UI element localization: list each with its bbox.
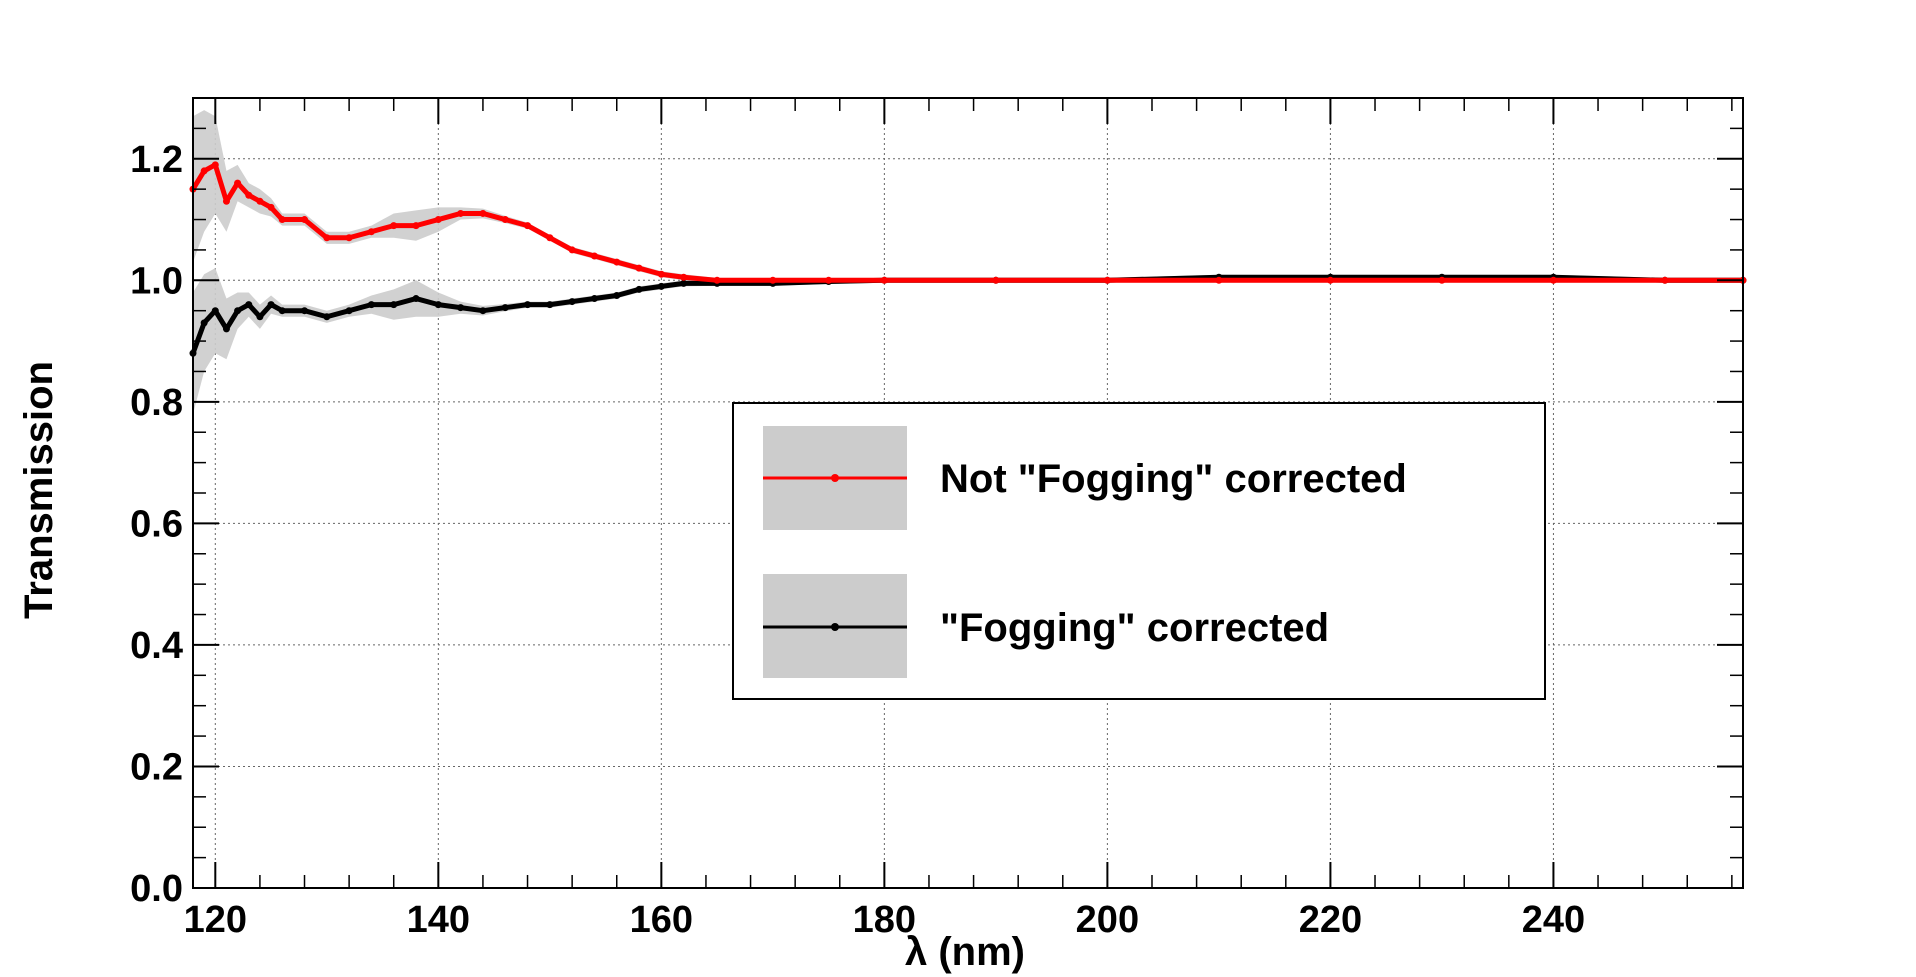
point-series-0 (1549, 276, 1557, 284)
legend-label-corrected: "Fogging" corrected (940, 606, 1329, 650)
tick-labels: 120 140 160 180 200 220 240 0.0 0.2 0.4 0.6 0.8 1.0 1… (130, 139, 1585, 941)
point-series-0 (367, 228, 375, 236)
axis-ticks (193, 98, 1743, 889)
x-tick-label: 240 (1522, 899, 1585, 941)
point-series-1 (200, 319, 208, 327)
point-series-0 (222, 197, 230, 205)
point-series-0 (880, 276, 888, 284)
point-series-1 (367, 301, 375, 309)
point-series-1 (412, 295, 420, 303)
point-series-1 (301, 307, 309, 315)
point-series-1 (345, 307, 353, 315)
point-series-0 (613, 258, 621, 266)
x-axis-label: λ (nm) (905, 930, 1025, 974)
y-tick-label: 0.4 (130, 625, 183, 667)
point-series-0 (267, 203, 275, 211)
point-series-0 (479, 209, 487, 217)
point-series-0 (1438, 276, 1446, 284)
point-series-0 (1661, 276, 1669, 284)
point-series-0 (200, 167, 208, 175)
point-series-0 (278, 216, 286, 224)
y-tick-label: 0.2 (130, 746, 183, 788)
point-series-0 (1215, 276, 1223, 284)
x-tick-label: 160 (630, 899, 693, 941)
x-tick-label: 220 (1299, 899, 1362, 941)
point-series-1 (479, 307, 487, 315)
point-series-0 (657, 270, 665, 278)
point-series-1 (613, 292, 621, 299)
point-series-0 (245, 191, 253, 199)
point-series-1 (390, 301, 398, 309)
y-tick-label: 1.2 (130, 139, 183, 181)
y-axis-label: Transmission (17, 361, 61, 619)
point-series-0 (457, 209, 465, 217)
point-series-1 (501, 304, 509, 312)
legend: Not "Fogging" corrected "Fogging" correc… (732, 402, 1546, 700)
y-tick-label: 0.0 (130, 868, 183, 910)
point-series-1 (234, 307, 242, 315)
point-series-0 (1103, 276, 1111, 284)
point-series-1 (222, 325, 230, 333)
point-series-1 (256, 313, 264, 321)
point-series-0 (825, 276, 833, 284)
point-series-1 (568, 298, 576, 306)
point-series-1 (524, 301, 532, 309)
point-series-0 (769, 276, 777, 284)
point-series-1 (323, 313, 331, 321)
x-tick-label: 120 (184, 899, 247, 941)
point-series-0 (590, 252, 598, 260)
y-tick-label: 0.8 (130, 382, 183, 424)
x-tick-label: 180 (853, 899, 916, 941)
point-series-0 (680, 273, 688, 281)
point-series-0 (256, 197, 264, 205)
point-series-0 (323, 234, 331, 242)
point-series-1 (434, 301, 442, 309)
point-series-0 (345, 234, 353, 242)
point-series-0 (234, 179, 242, 187)
point-series-1 (680, 279, 688, 287)
legend-marker-black (831, 623, 839, 631)
point-series-1 (245, 301, 253, 309)
point-series-1 (657, 282, 665, 290)
point-series-1 (635, 285, 643, 293)
point-series-0 (524, 222, 532, 230)
point-series-0 (434, 216, 442, 224)
point-series-0 (635, 264, 643, 272)
legend-marker-red (831, 474, 839, 482)
y-tick-label: 1.0 (130, 260, 183, 302)
y-tick-label: 0.6 (130, 503, 183, 545)
point-series-0 (211, 161, 219, 169)
point-series-1 (457, 304, 465, 312)
point-series-0 (301, 216, 309, 224)
point-series-1 (211, 307, 219, 315)
point-series-0 (412, 222, 420, 230)
point-series-0 (992, 276, 1000, 284)
point-series-1 (278, 307, 286, 315)
point-series-1 (267, 301, 275, 309)
point-series-0 (713, 276, 721, 284)
point-series-0 (546, 234, 554, 242)
point-series-0 (390, 222, 398, 230)
point-series-1 (590, 295, 598, 303)
point-series-0 (1326, 276, 1334, 284)
point-series-0 (568, 246, 576, 254)
series-lines (189, 161, 1747, 357)
legend-label-not-corrected: Not "Fogging" corrected (940, 457, 1407, 501)
x-tick-label: 200 (1076, 899, 1139, 941)
x-tick-label: 140 (407, 899, 470, 941)
point-series-0 (501, 216, 509, 224)
point-series-1 (546, 301, 554, 309)
